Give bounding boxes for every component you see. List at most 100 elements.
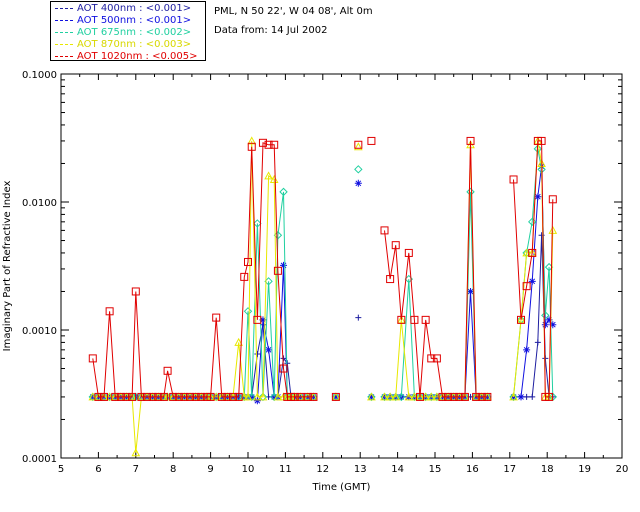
y-tick-label: 0.0001 bbox=[22, 454, 57, 465]
data-point-aot-1020nm bbox=[111, 392, 120, 401]
data-point-aot-675nm bbox=[354, 165, 363, 174]
date-info: Data from: 14 Jul 2002 bbox=[214, 25, 328, 36]
data-point-aot-675nm bbox=[243, 307, 253, 316]
x-tick-label: 5 bbox=[58, 464, 64, 475]
data-point-aot-870nm bbox=[509, 392, 518, 401]
data-point-aot-1020nm bbox=[472, 392, 481, 401]
data-point-aot-1020nm bbox=[380, 226, 389, 235]
data-point-aot-870nm bbox=[380, 392, 389, 401]
data-point-aot-1020nm bbox=[354, 140, 363, 149]
legend-swatch bbox=[55, 19, 73, 21]
data-point-aot-500nm bbox=[467, 287, 475, 295]
data-point-aot-1020nm bbox=[397, 315, 406, 324]
data-point-aot-1020nm bbox=[217, 392, 226, 401]
data-point-aot-870nm bbox=[247, 136, 257, 145]
legend-label: AOT 1020nm : <0.005> bbox=[77, 51, 198, 62]
data-point-aot-870nm bbox=[234, 337, 243, 346]
data-point-aot-1020nm bbox=[186, 392, 195, 401]
data-point-aot-1020nm bbox=[191, 392, 200, 401]
x-tick-label: 16 bbox=[466, 464, 479, 475]
data-point-aot-1020nm bbox=[122, 392, 131, 401]
data-point-aot-1020nm bbox=[545, 392, 554, 401]
data-point-aot-870nm bbox=[385, 392, 395, 401]
series-line-aot-1020nm bbox=[384, 140, 488, 398]
data-point-aot-500nm bbox=[280, 261, 288, 269]
data-point-aot-870nm bbox=[243, 392, 253, 401]
data-point-aot-1020nm bbox=[206, 392, 215, 401]
x-tick-label: 15 bbox=[429, 464, 442, 475]
y-axis-label: Imaginary Part of Refractive Index bbox=[2, 181, 13, 352]
data-point-aot-500nm bbox=[367, 393, 375, 401]
legend-entry-400: AOT 400nm : <0.001> bbox=[55, 3, 191, 15]
data-point-aot-500nm bbox=[354, 179, 362, 187]
data-point-aot-500nm bbox=[265, 346, 273, 354]
data-point-aot-500nm bbox=[517, 393, 525, 401]
data-point-aot-1020nm bbox=[466, 136, 475, 145]
series-line-aot-870nm bbox=[92, 140, 314, 453]
series-line-aot-1020nm bbox=[92, 142, 314, 398]
site-info: PML, N 50 22', W 04 08', Alt 0m bbox=[214, 6, 373, 17]
x-tick-label: 8 bbox=[170, 464, 176, 475]
legend-entry-870: AOT 870nm : <0.003> bbox=[55, 39, 191, 51]
data-point-aot-1020nm bbox=[537, 136, 546, 145]
data-point-aot-500nm bbox=[253, 397, 261, 405]
data-point-aot-675nm bbox=[279, 187, 288, 197]
data-point-aot-1020nm bbox=[309, 392, 318, 401]
data-point-aot-400nm bbox=[529, 393, 536, 400]
legend-label: AOT 500nm : <0.001> bbox=[77, 15, 192, 26]
data-point-aot-870nm bbox=[548, 225, 558, 234]
data-point-aot-1020nm bbox=[273, 266, 282, 275]
data-point-aot-1020nm bbox=[163, 366, 172, 375]
data-point-aot-500nm bbox=[545, 316, 553, 324]
data-point-aot-500nm bbox=[541, 321, 549, 329]
data-point-aot-1020nm bbox=[517, 315, 526, 324]
data-point-aot-870nm bbox=[527, 248, 537, 257]
x-tick-label: 18 bbox=[541, 464, 554, 475]
data-point-aot-1020nm bbox=[290, 392, 299, 401]
x-tick-label: 20 bbox=[616, 464, 629, 475]
data-point-aot-870nm bbox=[264, 171, 273, 180]
data-point-aot-1020nm bbox=[449, 392, 458, 401]
data-point-aot-1020nm bbox=[131, 287, 140, 296]
data-point-aot-1020nm bbox=[137, 392, 146, 401]
x-axis-label: Time (GMT) bbox=[312, 482, 371, 493]
data-point-aot-1020nm bbox=[105, 307, 114, 316]
data-point-aot-1020nm bbox=[223, 392, 232, 401]
data-point-aot-870nm bbox=[353, 142, 363, 151]
data-point-aot-870nm bbox=[404, 392, 414, 401]
data-point-aot-1020nm bbox=[444, 392, 453, 401]
data-point-aot-675nm bbox=[533, 144, 543, 154]
x-tick-label: 10 bbox=[242, 464, 255, 475]
legend-label: AOT 675nm : <0.002> bbox=[77, 27, 192, 38]
data-point-aot-1020nm bbox=[509, 175, 518, 184]
data-point-aot-1020nm bbox=[279, 364, 288, 373]
data-point-aot-1020nm bbox=[229, 392, 238, 401]
series-line-aot-870nm bbox=[384, 144, 488, 398]
data-point-aot-1020nm bbox=[154, 392, 163, 401]
data-point-aot-1020nm bbox=[143, 392, 152, 401]
x-tick-label: 12 bbox=[316, 464, 329, 475]
data-point-aot-1020nm bbox=[100, 392, 109, 401]
data-point-aot-1020nm bbox=[427, 354, 436, 363]
legend-label: AOT 400nm : <0.001> bbox=[77, 3, 192, 14]
x-tick-label: 19 bbox=[578, 464, 591, 475]
data-point-aot-500nm bbox=[510, 393, 518, 401]
legend-entry-675: AOT 675nm : <0.002> bbox=[55, 27, 191, 39]
data-point-aot-1020nm bbox=[169, 392, 178, 401]
data-point-aot-400nm bbox=[254, 350, 261, 357]
data-point-aot-1020nm bbox=[522, 282, 531, 291]
x-tick-label: 13 bbox=[354, 464, 367, 475]
data-point-aot-1020nm bbox=[174, 392, 183, 401]
data-point-aot-1020nm bbox=[331, 392, 340, 401]
data-point-aot-1020nm bbox=[303, 392, 312, 401]
data-point-aot-675nm bbox=[253, 219, 262, 228]
data-point-aot-500nm bbox=[270, 393, 278, 401]
data-point-aot-675nm bbox=[397, 392, 406, 402]
data-point-aot-500nm bbox=[534, 193, 542, 201]
data-point-aot-870nm bbox=[258, 392, 268, 401]
data-point-aot-400nm bbox=[534, 339, 541, 346]
data-point-aot-400nm bbox=[542, 355, 549, 362]
y-tick-label: 0.0010 bbox=[22, 326, 57, 337]
x-tick-label: 7 bbox=[133, 464, 139, 475]
